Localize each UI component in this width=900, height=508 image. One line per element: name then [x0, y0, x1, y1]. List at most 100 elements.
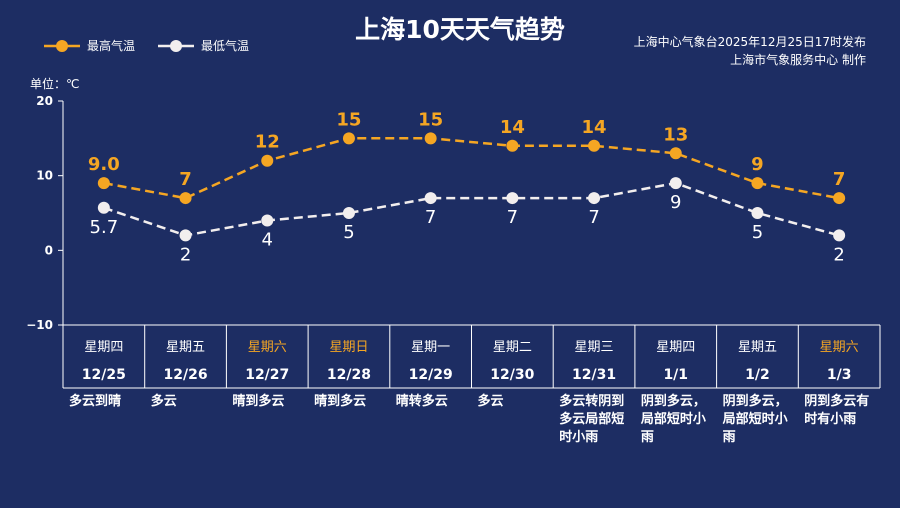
low-temp-label: 2	[833, 244, 844, 265]
date-label: 12/25	[82, 367, 126, 383]
weekday-label: 星期五	[166, 340, 205, 355]
date-label: 12/30	[490, 367, 534, 383]
series-points	[97, 132, 846, 242]
weather-condition: 阴到多云，	[723, 393, 788, 409]
legend-low-label: 最低气温	[201, 38, 249, 53]
low-temp-point	[97, 201, 110, 214]
legend-high-marker	[56, 40, 68, 52]
date-label: 1/3	[827, 367, 852, 383]
weather-condition: 多云	[151, 393, 177, 409]
weekday-label: 星期四	[84, 340, 123, 355]
low-temp-label: 9	[670, 192, 681, 213]
low-temp-label: 5	[752, 222, 763, 243]
weather-condition: 晴到多云	[232, 393, 284, 409]
low-temp-label: 5.7	[90, 217, 119, 238]
legend-item-high: 最高气温	[44, 38, 135, 53]
low-temp-point	[261, 214, 274, 227]
date-label: 12/26	[164, 367, 208, 383]
weather-condition: 局部短时小	[723, 411, 788, 427]
weather-condition: 晴到多云	[314, 393, 366, 409]
y-tick-label: −10	[26, 318, 53, 332]
axes: 20 10 0 −10	[26, 94, 64, 388]
high-temp-point	[506, 139, 519, 152]
publisher-line-1: 上海中心气象台2025年12月25日17时发布	[634, 34, 866, 49]
low-temp-label: 7	[507, 207, 518, 228]
high-temp-label: 14	[500, 117, 525, 138]
high-temp-label: 7	[179, 169, 192, 190]
date-label: 1/2	[745, 367, 770, 383]
weather-condition: 时小雨	[559, 429, 598, 445]
weather-condition: 雨	[641, 430, 654, 445]
high-temp-point	[179, 192, 192, 205]
low-temp-label: 7	[425, 207, 436, 228]
low-temp-point	[669, 177, 682, 190]
high-temp-label: 15	[336, 109, 361, 130]
low-temp-point	[506, 192, 519, 205]
date-label: 12/27	[245, 367, 289, 383]
legend-item-low: 最低气温	[158, 38, 249, 53]
high-temp-point	[669, 147, 682, 160]
date-label: 1/1	[663, 367, 688, 383]
weekday-label: 星期二	[493, 340, 532, 355]
high-temp-point	[424, 132, 437, 145]
low-temp-label: 2	[180, 244, 191, 265]
weekday-label: 星期日	[329, 340, 368, 355]
weekday-label: 星期一	[411, 340, 450, 355]
data-labels: 9.0 7 12 15 15 14 14 13 9 7 5.7 2 4 5 7 7 7 9 5 2	[88, 109, 846, 265]
high-temp-label: 15	[418, 109, 443, 130]
low-temp-point	[833, 229, 846, 242]
weekday-label: 星期六	[248, 340, 287, 355]
weekday-label: 星期三	[575, 340, 614, 355]
weather-condition: 时有小雨	[804, 411, 856, 427]
low-temp-point	[588, 192, 601, 205]
unit-label: 单位：℃	[30, 76, 79, 91]
date-label: 12/31	[572, 367, 616, 383]
date-label: 12/29	[409, 367, 453, 383]
weather-condition: 晴转多云	[396, 393, 448, 409]
low-temp-point	[342, 207, 355, 219]
weather-condition: 多云局部短	[559, 411, 624, 427]
weather-condition: 多云到晴	[69, 393, 121, 409]
weekday-label: 星期六	[820, 340, 859, 355]
date-label: 12/28	[327, 367, 371, 383]
high-temp-label: 9.0	[88, 154, 120, 175]
high-temp-label: 14	[582, 117, 607, 138]
low-temp-label: 4	[262, 229, 273, 250]
weather-condition: 阴到多云，	[641, 393, 706, 409]
forecast-table: 星期四 12/25 多云到晴 星期五 12/26 多云 星期六 12/27 晴到多云 星期日 12/…	[62, 324, 881, 445]
series-lines	[103, 137, 840, 237]
low-temp-point	[751, 207, 764, 219]
high-temp-point	[751, 177, 764, 190]
y-tick-label: 20	[36, 94, 53, 108]
weather-condition: 多云	[478, 393, 504, 409]
legend-high-label: 最高气温	[87, 38, 135, 53]
y-tick-label: 0	[45, 243, 53, 257]
high-temp-point	[342, 132, 355, 145]
high-temp-point	[588, 139, 601, 152]
high-temp-line	[103, 137, 840, 200]
y-tick-label: 10	[36, 169, 53, 183]
low-temp-line	[103, 181, 840, 237]
weather-condition: 雨	[723, 430, 736, 445]
high-temp-point	[97, 177, 110, 190]
weather-condition: 多云转阴到	[559, 393, 624, 409]
chart-title: 上海10天天气趋势	[355, 15, 565, 44]
high-temp-label: 13	[663, 124, 688, 145]
weather-condition: 阴到多云有	[804, 393, 869, 409]
low-temp-label: 5	[343, 222, 354, 243]
low-temp-point	[179, 229, 192, 242]
weekday-label: 星期五	[738, 340, 777, 355]
high-temp-point	[833, 192, 846, 205]
high-temp-label: 9	[751, 154, 764, 175]
weekday-label: 星期四	[656, 340, 695, 355]
legend: 最高气温 最低气温	[44, 38, 249, 53]
weather-condition: 局部短时小	[641, 411, 706, 427]
high-temp-label: 7	[833, 169, 846, 190]
high-temp-label: 12	[255, 132, 280, 153]
publisher-line-2: 上海市气象服务中心 制作	[730, 52, 866, 67]
low-temp-point	[424, 192, 437, 205]
high-temp-point	[261, 154, 274, 167]
low-temp-label: 7	[588, 207, 599, 228]
legend-low-marker	[170, 40, 182, 52]
